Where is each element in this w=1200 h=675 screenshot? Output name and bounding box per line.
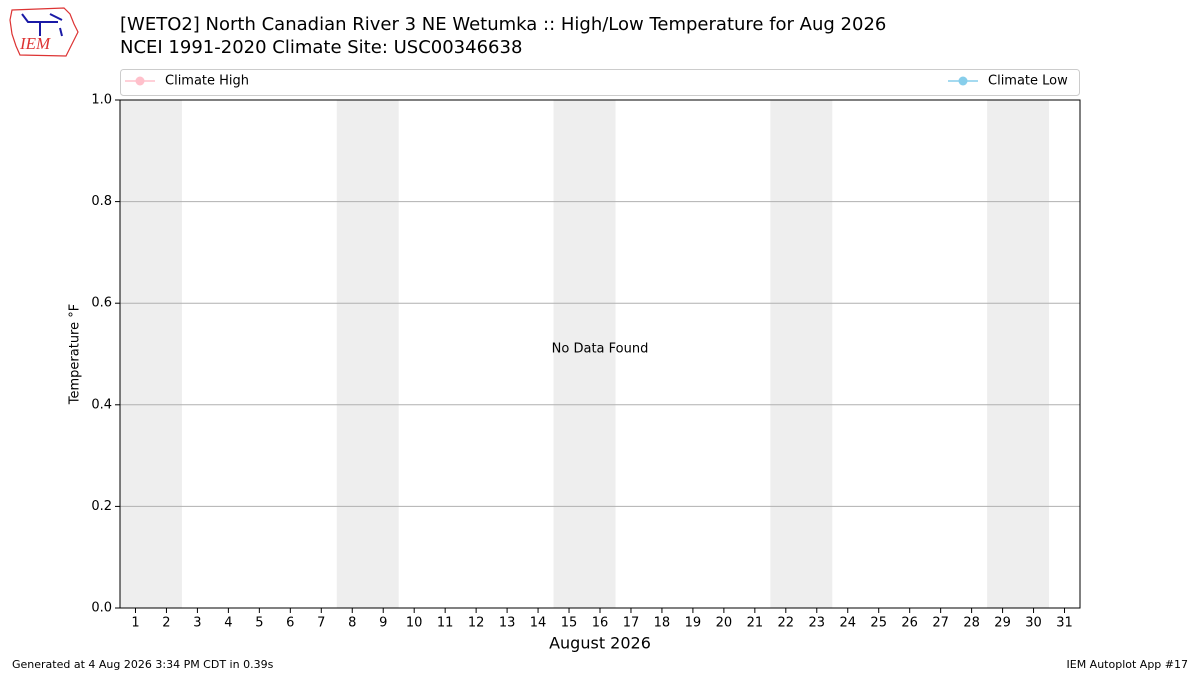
x-tick-label: 7 [317,616,325,631]
annotation: No Data Found [552,342,649,357]
x-tick-label: 20 [716,616,733,631]
y-tick-label: 0.2 [91,499,112,514]
x-tick-label: 1 [131,616,139,631]
x-tick-label: 29 [994,616,1011,631]
y-tick-label: 0.0 [91,601,112,616]
x-tick-label: 15 [561,616,578,631]
legend-marker [958,76,968,86]
logo: IEM [9,7,79,57]
weekend-band [553,100,616,608]
x-tick-label: 24 [839,616,856,631]
x-tick-label: 11 [437,616,454,631]
y-tick-label: 0.4 [91,397,112,412]
x-tick-label: 19 [685,616,702,631]
chart-title: [WETO2] North Canadian River 3 NE Wetumk… [120,14,886,35]
weekend-band [120,100,182,608]
logo-outline [9,7,79,57]
x-tick-label: 2 [162,616,170,631]
x-tick-label: 26 [901,616,918,631]
legend-box [120,69,1080,96]
legend-label: Climate High [165,74,249,89]
x-tick-label: 9 [379,616,387,631]
x-tick-label: 31 [1056,616,1073,631]
x-tick-label: 13 [499,616,516,631]
weekend-band [770,100,833,608]
footer-right: IEM Autoplot App #17 [1067,658,1189,671]
x-tick-label: 8 [348,616,356,631]
x-tick-label: 18 [654,616,671,631]
logo-icon [21,13,63,37]
logo-text: IEM [19,34,51,53]
x-tick-label: 21 [747,616,764,631]
weekend-band [336,100,399,608]
x-tick-label: 17 [623,616,640,631]
x-tick-label: 28 [963,616,980,631]
weekend-band [987,100,1050,608]
x-tick-label: 22 [778,616,795,631]
x-axis-label: August 2026 [549,634,651,653]
x-tick-label: 23 [809,616,826,631]
legend-label: Climate Low [988,74,1068,89]
x-tick-label: 4 [224,616,232,631]
y-axis-label: Temperature °F [68,304,83,405]
y-tick-label: 0.8 [91,194,112,209]
y-tick-label: 0.6 [91,296,112,311]
plot-frame [119,99,1081,609]
x-tick-label: 3 [193,616,201,631]
x-tick-label: 14 [530,616,547,631]
x-tick-label: 27 [932,616,949,631]
x-tick-label: 6 [286,616,294,631]
legend-marker [135,76,145,86]
x-tick-label: 12 [468,616,485,631]
x-tick-label: 25 [870,616,887,631]
x-tick-label: 16 [592,616,609,631]
x-tick-label: 30 [1025,616,1042,631]
footer-left: Generated at 4 Aug 2026 3:34 PM CDT in 0… [12,658,274,671]
chart-subtitle: NCEI 1991-2020 Climate Site: USC00346638 [120,37,522,58]
y-tick-label: 1.0 [91,93,112,108]
x-tick-label: 5 [255,616,263,631]
x-tick-label: 10 [406,616,423,631]
